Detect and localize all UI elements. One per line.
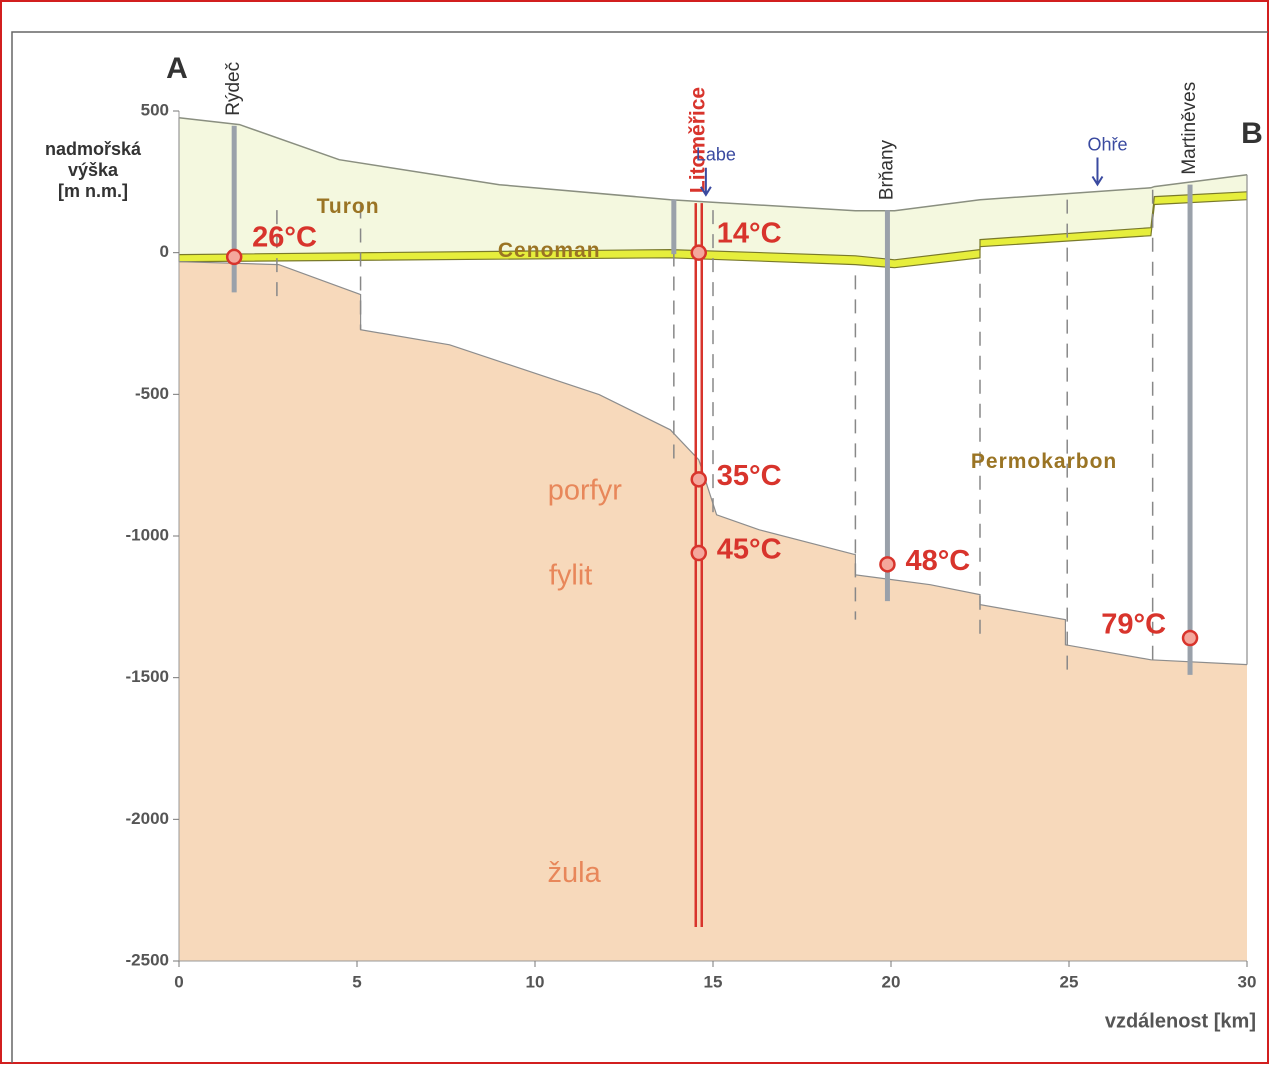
y-axis-label: [m n.m.] <box>58 181 128 201</box>
y-tick-label: -1000 <box>126 525 169 544</box>
temperature-point <box>690 244 708 261</box>
layer-label: fylit <box>549 560 593 592</box>
y-tick-label: -1500 <box>126 667 169 686</box>
river-arrow <box>1091 157 1104 187</box>
well <box>694 203 704 927</box>
river-arrow <box>700 167 712 197</box>
temperature-label: 26°C <box>252 222 317 254</box>
temperature-point <box>225 248 243 266</box>
figure-frame <box>11 31 1268 1063</box>
topography-line <box>178 117 1248 212</box>
well-name: Litoměřice <box>686 87 709 193</box>
layer-label: žula <box>548 857 602 889</box>
layer-label: Cenoman <box>498 239 601 262</box>
corner-label: A <box>166 52 188 85</box>
temperature-label: 45°C <box>717 534 782 566</box>
x-tick-label: 15 <box>704 972 723 991</box>
well-name: Brňany <box>876 139 897 200</box>
well-name: Rýdeč <box>223 62 244 116</box>
river-name: Labe <box>696 145 736 165</box>
x-tick-label: 30 <box>1238 972 1257 991</box>
temperature-label: 35°C <box>717 460 782 492</box>
y-tick-label: -2000 <box>126 809 169 828</box>
temperature-point <box>879 556 896 573</box>
x-tick-label: 20 <box>882 972 901 991</box>
corner-label: B <box>1241 117 1263 150</box>
river-name: Ohře <box>1087 134 1127 154</box>
temperature-point <box>1181 629 1199 647</box>
temperature-label: 14°C <box>717 217 782 249</box>
y-tick-label: 500 <box>141 100 169 119</box>
well-name: Martiněves <box>1179 82 1200 175</box>
cenoman-fill <box>179 191 1247 268</box>
y-axis-label: výška <box>68 160 119 180</box>
y-tick-label: -2500 <box>126 950 169 969</box>
temperature-label: 48°C <box>905 545 970 577</box>
temperature-label: 79°C <box>1101 609 1166 641</box>
temperature-point <box>690 471 708 488</box>
x-tick-label: 10 <box>526 972 545 991</box>
x-tick-label: 0 <box>174 972 183 991</box>
x-tick-label: 25 <box>1060 972 1079 991</box>
y-axis-label: nadmořská <box>45 139 142 159</box>
layer-label: porfyr <box>548 475 622 507</box>
temperature-point <box>690 544 708 562</box>
x-tick-label: 5 <box>352 972 361 991</box>
layer-label: Permokarbon <box>971 450 1117 473</box>
y-tick-label: 0 <box>160 242 169 261</box>
basement-fill <box>179 261 1247 961</box>
y-tick-label: -500 <box>135 384 169 403</box>
turon-fill <box>179 117 1247 260</box>
x-axis-label: vzdálenost [km] <box>1105 1010 1256 1032</box>
layer-label: Turon <box>317 195 380 218</box>
